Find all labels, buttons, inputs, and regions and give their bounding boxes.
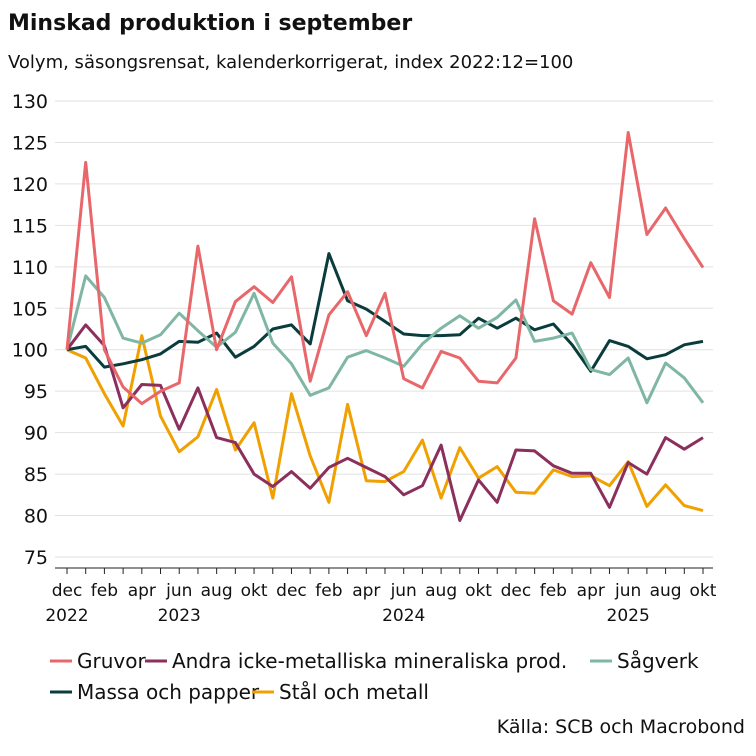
x-tick-label: apr: [577, 581, 605, 601]
legend-label: Andra icke-metalliska mineraliska prod.: [172, 649, 567, 673]
x-tick-label: aug: [425, 581, 457, 601]
y-tick-label: 120: [12, 174, 48, 196]
series-line: [66, 252, 704, 373]
series-line: [65, 131, 705, 406]
x-tick-label: apr: [352, 581, 380, 601]
y-tick-label: 75: [24, 547, 48, 569]
y-tick-label: 130: [12, 91, 48, 113]
x-tick-label: aug: [201, 581, 233, 601]
y-tick-label: 95: [24, 381, 48, 403]
y-tick-label: 85: [24, 464, 48, 486]
y-tick-label: 125: [12, 132, 48, 154]
x-tick-label: aug: [650, 581, 682, 601]
series-line: [66, 334, 704, 513]
legend-label: Massa och papper: [77, 680, 260, 704]
y-tick-label: 100: [12, 340, 48, 362]
source: Källa: SCB och Macrobond: [497, 716, 745, 738]
x-tick-label: apr: [128, 581, 156, 601]
chart-title: Minskad produktion i september: [8, 11, 412, 36]
y-tick-label: 80: [24, 506, 48, 528]
x-tick-label: dec: [276, 581, 307, 601]
x-tick-label: jun 2025: [607, 581, 650, 626]
x-tick-label: feb: [91, 581, 118, 601]
x-tick-label: dec 2022: [45, 581, 88, 626]
y-tick-label: 90: [24, 423, 48, 445]
y-tick-label: 110: [12, 257, 48, 279]
series-line: [65, 323, 704, 522]
x-tick-label: jun 2023: [158, 581, 201, 626]
x-tick-label: dec: [501, 581, 532, 601]
x-tick-label: okt: [241, 581, 268, 601]
legend-label: Sågverk: [617, 649, 699, 673]
legend-label: Gruvor: [77, 649, 146, 673]
chart-subtitle: Volym, säsongsrensat, kalenderkorrigerat…: [8, 52, 573, 73]
y-tick-label: 105: [12, 298, 48, 320]
x-tick-label: jun 2024: [382, 581, 425, 626]
x-tick-label: feb: [540, 581, 567, 601]
x-tick-label: okt: [465, 581, 492, 601]
x-tick-label: okt: [690, 581, 717, 601]
x-tick-label: feb: [315, 581, 342, 601]
y-tick-label: 115: [12, 215, 48, 237]
series-line: [65, 274, 705, 405]
legend-label: Stål och metall: [279, 680, 429, 704]
